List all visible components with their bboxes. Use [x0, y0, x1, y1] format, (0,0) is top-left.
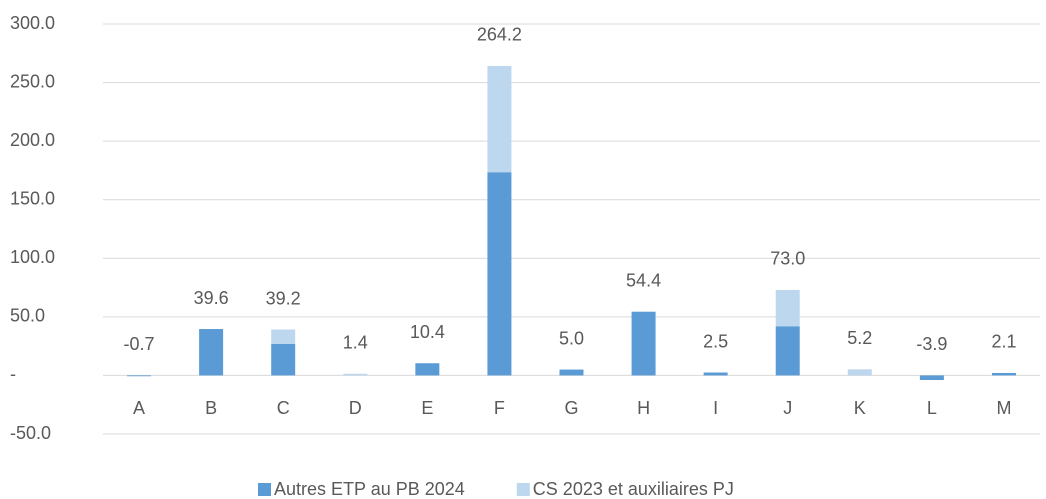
bar-segment: [703, 372, 728, 376]
bar-segment: [127, 375, 152, 377]
bar-segment: [631, 311, 656, 376]
bar-segment: [775, 326, 800, 376]
legend-swatch: [258, 483, 271, 496]
total-label: 2.1: [991, 332, 1016, 352]
y-tick-label: 200.0: [10, 130, 55, 150]
x-tick-label: F: [494, 398, 505, 418]
x-tick-label: M: [996, 398, 1011, 418]
total-label: 10.4: [410, 322, 445, 342]
y-tick-label: 50.0: [10, 306, 45, 326]
total-label: 54.4: [626, 270, 661, 290]
total-label: 5.2: [847, 328, 872, 348]
bar-segment: [199, 329, 224, 376]
total-label: 39.6: [194, 288, 229, 308]
x-tick-label: B: [205, 398, 217, 418]
bar-segment: [919, 375, 944, 380]
x-tick-label: G: [564, 398, 578, 418]
total-label: 39.2: [266, 288, 301, 308]
total-label: -0.7: [124, 334, 155, 354]
bar-segment: [415, 363, 440, 376]
x-tick-label: E: [421, 398, 433, 418]
legend-label: Autres ETP au PB 2024: [274, 479, 465, 499]
y-tick-label: 100.0: [10, 247, 55, 267]
bar-segment: [271, 329, 296, 344]
total-label: 2.5: [703, 331, 728, 351]
bar-segment: [559, 369, 584, 376]
y-tick-label: 250.0: [10, 71, 55, 91]
x-tick-label: D: [349, 398, 362, 418]
x-tick-label: L: [927, 398, 937, 418]
bar-segment: [775, 289, 800, 327]
total-label: 1.4: [343, 333, 368, 353]
total-label: 73.0: [770, 249, 805, 269]
y-tick-label: 150.0: [10, 188, 55, 208]
legend-label: CS 2023 et auxiliaires PJ: [533, 479, 734, 499]
bar-segment: [343, 373, 368, 376]
y-tick-label: -50.0: [10, 423, 51, 443]
bar-segment: [487, 65, 512, 173]
x-tick-label: K: [854, 398, 866, 418]
x-tick-label: A: [133, 398, 145, 418]
bar-segment: [991, 372, 1016, 376]
bar-segment: [847, 369, 872, 376]
bar-segment: [487, 172, 512, 376]
x-tick-label: C: [277, 398, 290, 418]
x-tick-label: I: [713, 398, 718, 418]
y-tick-label: 300.0: [10, 13, 55, 33]
total-label: 5.0: [559, 328, 584, 348]
y-tick-label: -: [10, 364, 16, 384]
total-label: -3.9: [916, 334, 947, 354]
total-label: 264.2: [477, 25, 522, 45]
x-tick-label: H: [637, 398, 650, 418]
x-tick-label: J: [783, 398, 792, 418]
legend-swatch: [516, 483, 530, 496]
bar-segment: [271, 343, 296, 376]
